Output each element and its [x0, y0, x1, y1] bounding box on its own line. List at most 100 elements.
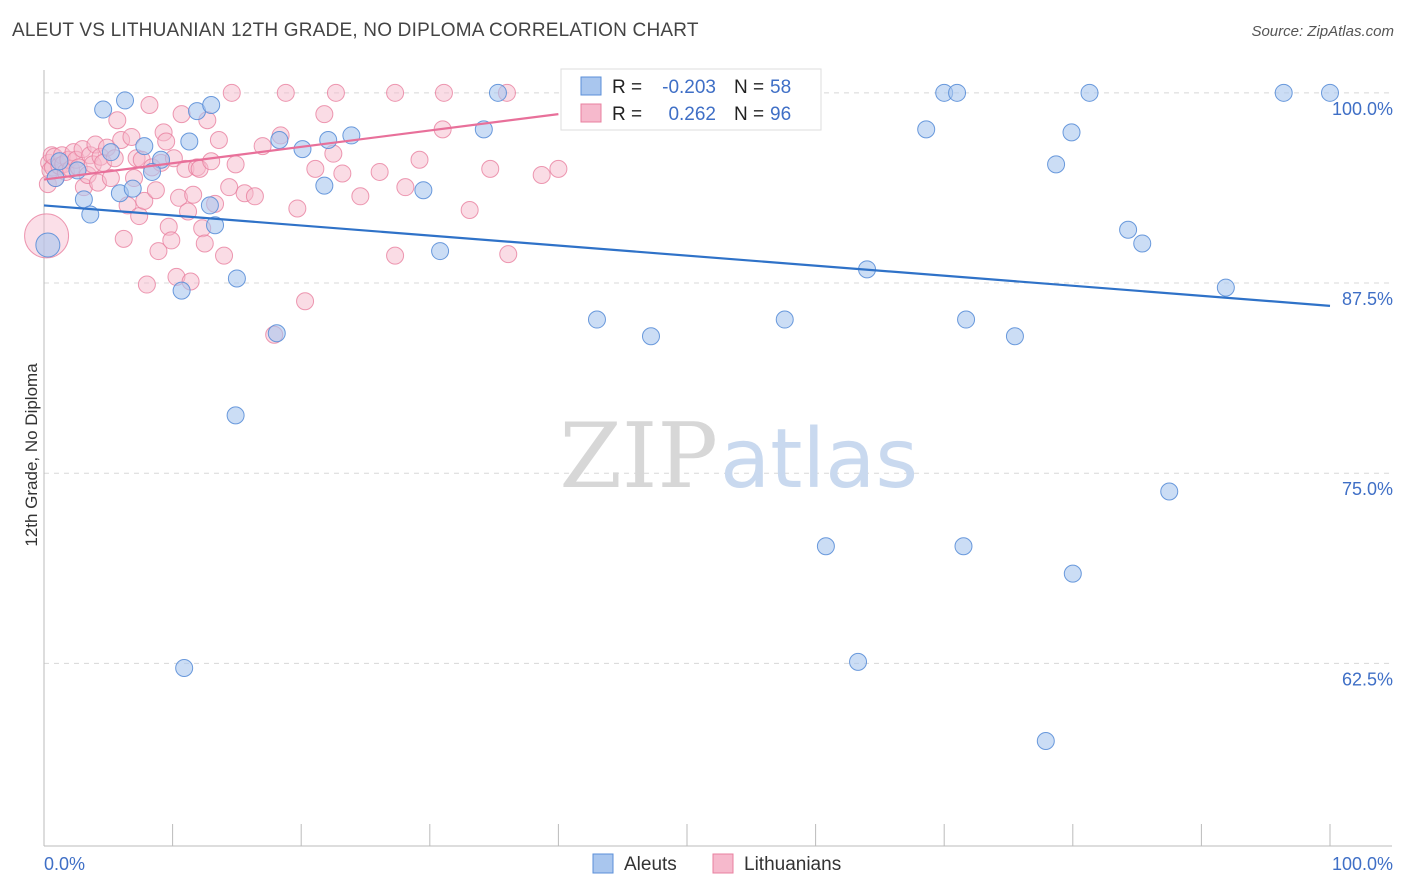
aleut-point-34 — [917, 120, 936, 139]
trend-lines — [43, 113, 1331, 307]
lithuanian-point-39 — [137, 275, 156, 294]
lithuanian-point-74 — [296, 292, 315, 311]
lithuanian-point-92 — [326, 83, 345, 102]
lithuanians-points — [24, 83, 568, 344]
aleut-point-54 — [202, 95, 221, 114]
legend-lithuanian-swatch — [580, 103, 602, 123]
aleut-point-36 — [948, 83, 967, 102]
aleut-point-25 — [488, 83, 507, 102]
lithuanians-trend-line — [43, 113, 559, 181]
lithuanian-point-33 — [122, 127, 141, 146]
lithuanian-point-81 — [386, 246, 405, 265]
chart-title: ALEUT VS LITHUANIAN 12TH GRADE, NO DIPLO… — [12, 20, 699, 41]
aleut-point-50 — [1321, 83, 1339, 102]
aleut-point-45 — [1119, 220, 1138, 239]
lithuanian-point-46 — [157, 132, 176, 151]
lithuanian-point-48 — [162, 231, 181, 250]
lithuanian-point-91 — [276, 83, 295, 102]
lithuanian-point-38 — [135, 191, 154, 210]
legend-aleut-n-label: N = — [734, 77, 764, 98]
aleuts-points — [35, 83, 1339, 751]
lithuanian-point-52 — [172, 105, 191, 124]
y-tick-label-2: 87.5% — [1342, 289, 1393, 309]
x-tick-label-0: 0.0% — [44, 854, 85, 874]
y-tick-labels: 62.5% 75.0% 87.5% 100.0% — [1332, 99, 1393, 690]
bottom-legend-lithuanians-label: Lithuanians — [744, 854, 841, 875]
lithuanian-point-67 — [226, 155, 245, 174]
aleut-point-15 — [267, 324, 286, 343]
lithuanian-point-86 — [481, 159, 500, 178]
aleut-point-7 — [180, 132, 199, 151]
aleut-point-5 — [135, 137, 154, 156]
aleut-point-40 — [1036, 732, 1055, 751]
aleut-point-12 — [226, 406, 245, 425]
lithuanian-point-40 — [140, 95, 159, 114]
lithuanian-point-36 — [130, 207, 149, 226]
legend-box — [560, 68, 822, 131]
lithuanian-point-56 — [184, 185, 203, 204]
aleut-point-2 — [74, 190, 93, 209]
aleut-point-51 — [50, 152, 69, 171]
legend-aleut-r-value: -0.203 — [662, 77, 716, 98]
aleut-point-48 — [1216, 278, 1235, 297]
aleut-point-23 — [431, 242, 450, 261]
aleut-point-17 — [293, 140, 312, 159]
aleut-point-44 — [1080, 83, 1099, 102]
aleut-point-9 — [200, 196, 219, 215]
lithuanian-point-65 — [215, 246, 234, 265]
lithuanian-point-60 — [195, 234, 214, 253]
legend-aleut-r-label: R = — [612, 77, 642, 98]
legend-lithuanian-n-label: N = — [734, 104, 764, 125]
lithuanian-point-79 — [351, 187, 370, 206]
lithuanian-point-87 — [499, 245, 518, 264]
aleut-point-32 — [849, 652, 868, 671]
y-tick-label-1: 75.0% — [1342, 479, 1393, 499]
lithuanian-point-62 — [202, 152, 221, 171]
aleut-point-42 — [1062, 123, 1081, 142]
lithuanian-point-85 — [460, 200, 479, 219]
lithuanian-point-75 — [306, 159, 325, 178]
aleut-point-31 — [816, 537, 835, 556]
lithuanian-point-27 — [101, 169, 120, 188]
lithuanian-point-64 — [209, 130, 228, 149]
lithuanian-point-89 — [549, 159, 568, 178]
grid-lines — [44, 92, 1392, 664]
aleut-point-13 — [172, 281, 191, 300]
lithuanian-point-93 — [386, 83, 405, 102]
aleut-point-0 — [35, 232, 61, 258]
lithuanian-point-29 — [108, 111, 127, 130]
aleut-point-19 — [319, 130, 338, 149]
aleut-point-37 — [954, 537, 973, 556]
lithuanian-point-43 — [149, 242, 168, 261]
watermark-zip: ZIP — [559, 404, 718, 509]
aleut-point-11 — [227, 269, 246, 288]
legend-aleut-n-value: 58 — [770, 77, 791, 98]
source-label: Source: ZipAtlas.com — [1251, 23, 1394, 40]
aleut-point-27 — [641, 327, 660, 346]
aleut-point-41 — [1047, 155, 1066, 174]
watermark: ZIP atlas — [559, 404, 918, 509]
x-tick-labels: 0.0% 100.0% — [44, 854, 1393, 874]
lithuanian-point-42 — [146, 181, 165, 200]
aleut-point-38 — [957, 310, 976, 329]
aleut-point-39 — [1005, 327, 1024, 346]
aleut-point-3 — [94, 100, 113, 119]
legend-aleut-swatch — [580, 76, 602, 96]
lithuanian-point-88 — [532, 165, 551, 184]
bottom-legend-aleuts-swatch — [592, 853, 614, 874]
correlation-legend: R = -0.203 N = 58 R = 0.262 N = 96 — [560, 68, 822, 131]
y-tick-label-3: 100.0% — [1332, 99, 1393, 119]
legend-lithuanian-n-value: 96 — [770, 104, 791, 125]
lithuanian-point-78 — [333, 164, 352, 183]
lithuanian-point-31 — [114, 229, 133, 248]
lithuanian-point-94 — [434, 83, 453, 102]
legend-lithuanian-r-label: R = — [612, 104, 642, 125]
aleut-point-53 — [143, 162, 162, 181]
y-tick-label-0: 62.5% — [1342, 669, 1393, 689]
aleut-point-10 — [206, 216, 225, 235]
lithuanian-point-83 — [410, 150, 429, 169]
lithuanian-point-66 — [220, 178, 239, 197]
lithuanian-point-76 — [315, 105, 334, 124]
y-axis-label: 12th Grade, No Diploma — [22, 363, 41, 547]
